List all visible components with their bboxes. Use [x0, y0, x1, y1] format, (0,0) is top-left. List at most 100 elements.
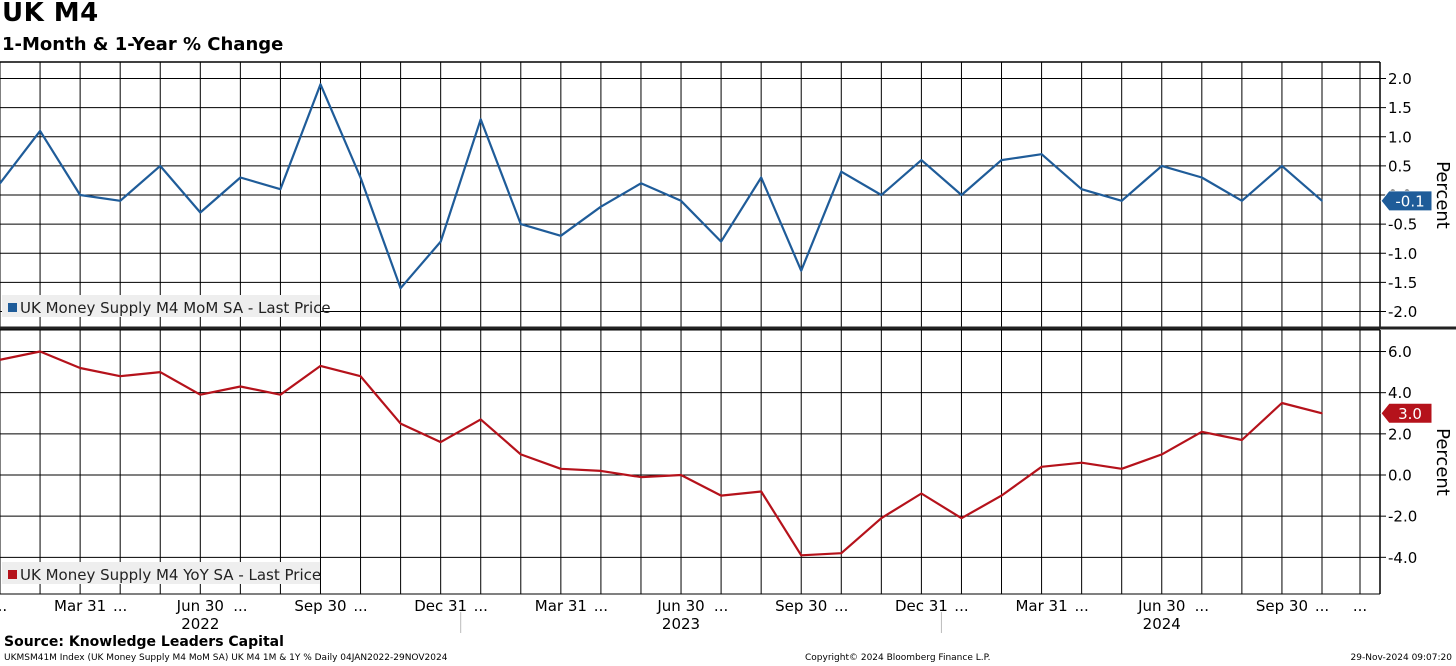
legend-swatch: [8, 303, 17, 312]
x-tick-label: Dec 31: [895, 597, 948, 615]
data-point: [880, 194, 883, 196]
x-year-label: 2023: [662, 615, 700, 633]
data-point: [439, 441, 442, 443]
x-tick-label: Mar 31: [1015, 597, 1067, 615]
data-point: [1281, 402, 1283, 404]
x-year-label: 2022: [181, 615, 219, 633]
data-point: [399, 422, 402, 425]
y-tick-label: -4.0: [1388, 549, 1417, 567]
y-tick-label: 2.0: [1388, 70, 1412, 88]
data-point: [519, 453, 522, 456]
data-point: [39, 350, 41, 353]
x-tick-label: Sep 30: [775, 597, 827, 615]
data-point: [119, 200, 121, 202]
x-tick-label: Jun 30: [1137, 597, 1185, 615]
data-point: [39, 130, 41, 132]
data-point: [1201, 430, 1203, 433]
data-point: [600, 205, 602, 208]
x-tick-label: Sep 30: [294, 597, 346, 615]
data-point: [1241, 200, 1243, 202]
data-point: [479, 418, 482, 421]
y-tick-label: 0.5: [1388, 157, 1412, 175]
data-point: [519, 223, 522, 225]
series-line: [0, 83, 1323, 290]
footer-timestamp: 29-Nov-2024 09:07:20: [1350, 653, 1452, 663]
legend-box: [2, 295, 320, 317]
x-tick-label: Jun 30: [176, 597, 224, 615]
y-axis-title: Percent: [1432, 161, 1453, 229]
data-point: [199, 393, 202, 396]
x-tick-ellipsis: ...: [714, 597, 728, 615]
data-point: [159, 371, 162, 373]
data-point: [600, 470, 602, 472]
last-value-label: -0.1: [1395, 192, 1424, 210]
data-point: [1080, 188, 1083, 190]
data-point: [1321, 200, 1323, 202]
data-point: [319, 365, 322, 367]
y-tick-label: 2.0: [1388, 425, 1412, 443]
x-tick-label: Mar 31: [54, 597, 106, 615]
data-point: [79, 194, 81, 196]
data-point: [279, 393, 282, 396]
data-point: [680, 200, 682, 202]
last-value-tag: [1380, 402, 1433, 424]
data-point: [920, 492, 923, 495]
data-point: [1201, 176, 1203, 179]
x-tick-ellipsis: ...: [1074, 597, 1088, 615]
y-tick-label: -2.0: [1388, 303, 1417, 321]
x-tick-ellipsis: ...: [594, 597, 608, 615]
data-point: [1000, 159, 1003, 161]
data-point: [159, 165, 162, 167]
data-point: [359, 176, 362, 179]
data-point: [800, 554, 803, 557]
x-tick-ellipsis: ...: [1315, 597, 1329, 615]
data-point: [119, 375, 121, 378]
data-point: [1281, 165, 1283, 167]
legend-label: UK Money Supply M4 YoY SA - Last Price: [20, 566, 321, 584]
data-point: [720, 240, 722, 243]
y-axis-title: Percent: [1432, 428, 1453, 496]
x-tick-ellipsis: ...: [834, 597, 848, 615]
x-tick-ellipsis: ...: [233, 597, 247, 615]
data-point: [760, 176, 762, 179]
data-point: [680, 474, 682, 476]
x-tick-ellipsis: ...: [113, 597, 127, 615]
x-tick-ellipsis: ...: [1353, 597, 1367, 615]
series-line: [0, 350, 1323, 557]
footer-index-info: UKMSM41M Index (UK Money Supply M4 MoM S…: [4, 653, 448, 663]
data-point: [840, 170, 843, 173]
source-note: Source: Knowledge Leaders Capital: [4, 634, 284, 650]
y-tick-label: -1.5: [1388, 274, 1417, 292]
data-point: [760, 490, 762, 493]
x-tick-label: Sep 30: [1256, 597, 1308, 615]
legend-label: UK Money Supply M4 MoM SA - Last Price: [20, 299, 331, 317]
data-point: [960, 194, 963, 196]
data-point: [1160, 165, 1163, 167]
data-point: [800, 269, 803, 272]
y-tick-label: 4.0: [1388, 384, 1412, 402]
data-point: [1120, 468, 1123, 470]
legend-swatch: [8, 570, 17, 579]
data-point: [880, 517, 883, 520]
data-point: [1241, 439, 1243, 441]
data-point: [560, 468, 562, 470]
last-value-label: 3.0: [1398, 405, 1422, 423]
x-tick-ellipsis: ...: [474, 597, 488, 615]
y-tick-label: 6.0: [1388, 343, 1412, 361]
y-tick-label: -2.0: [1388, 508, 1417, 526]
last-value-tag: [1380, 190, 1433, 212]
x-tick-ellipsis: ...: [1195, 597, 1209, 615]
data-point: [79, 367, 81, 369]
data-point: [439, 240, 442, 243]
axes: 2.0 1.5 1.0 0.5 0.0 -0.5 -1.0 -1.5 -2.0 Percent 6.…: [0, 70, 1453, 633]
chart-title: UK M4: [2, 0, 99, 28]
y-tick-label: -1.0: [1388, 245, 1417, 263]
data-point: [1040, 465, 1043, 468]
data-point: [1080, 461, 1083, 464]
x-tick-ellipsis: ...: [0, 597, 7, 615]
data-point: [840, 552, 843, 555]
data-point: [479, 118, 482, 121]
data-point: [1160, 453, 1163, 456]
data-point: [1000, 494, 1003, 497]
data-point: [640, 476, 642, 478]
